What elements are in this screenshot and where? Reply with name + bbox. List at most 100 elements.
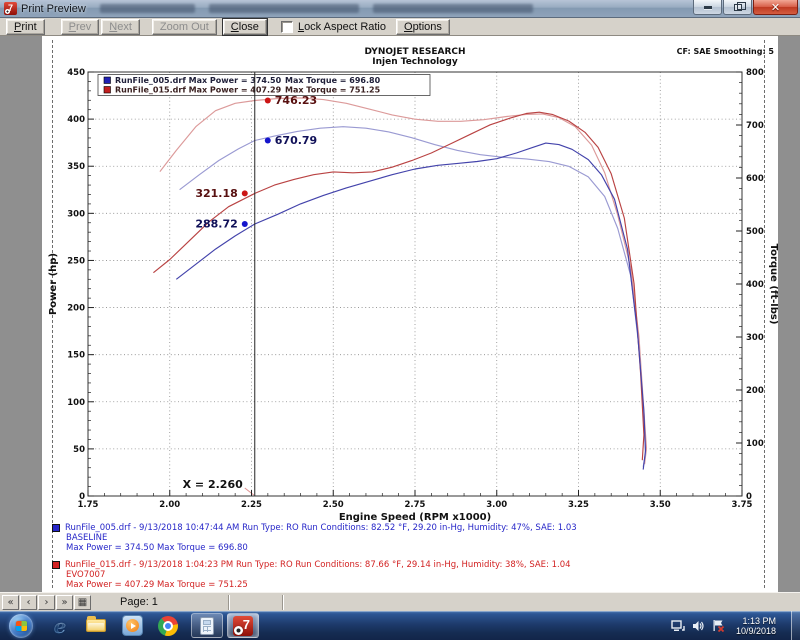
first-page-button[interactable]: « bbox=[2, 594, 19, 610]
svg-text:450: 450 bbox=[67, 68, 85, 78]
svg-text:50: 50 bbox=[73, 445, 85, 455]
next-button: Next bbox=[101, 18, 140, 35]
right-axis-title: Torque (ft-lbs) bbox=[768, 244, 778, 325]
lock-aspect-ratio-row: Lock Aspect Ratio bbox=[280, 20, 386, 33]
internet-explorer-icon: e bbox=[53, 613, 67, 638]
window-controls: ✕ bbox=[692, 0, 798, 15]
titlebar: 7 Print Preview ✕ bbox=[0, 0, 800, 18]
show-desktop-button[interactable] bbox=[791, 611, 800, 640]
svg-text:670.79: 670.79 bbox=[275, 134, 317, 147]
start-button[interactable] bbox=[9, 613, 33, 638]
svg-text:100: 100 bbox=[67, 398, 85, 408]
next-page-button[interactable]: › bbox=[38, 594, 55, 610]
taskbar-clock[interactable]: 1:13 PM 10/9/2018 bbox=[736, 616, 776, 636]
page-indicator: Page: 1 bbox=[120, 596, 158, 608]
taskbar-item-winpep[interactable]: 7 bbox=[227, 613, 259, 638]
statusbar-divider bbox=[227, 594, 230, 610]
close-icon: ✕ bbox=[770, 0, 781, 14]
svg-text:746.23: 746.23 bbox=[275, 94, 317, 107]
lock-aspect-ratio-checkbox[interactable] bbox=[280, 20, 293, 33]
svg-text:2.75: 2.75 bbox=[405, 500, 426, 510]
svg-text:100: 100 bbox=[746, 439, 764, 449]
taskbar-item-media-player[interactable] bbox=[119, 613, 145, 639]
minimize-icon bbox=[703, 5, 712, 9]
lock-aspect-ratio-label: Lock Aspect Ratio bbox=[297, 20, 386, 33]
calculator-icon bbox=[200, 616, 214, 635]
network-icon[interactable] bbox=[671, 619, 685, 632]
options-button[interactable]: Options bbox=[396, 18, 450, 35]
taskbar-item-explorer[interactable] bbox=[83, 613, 109, 639]
chart-legend bbox=[97, 74, 431, 96]
cursor-marker-torque-evo7007 bbox=[264, 97, 271, 104]
run-max-values: Max Power = 374.50 Max Torque = 696.80 bbox=[66, 543, 248, 553]
run-color-swatch bbox=[52, 561, 60, 569]
cursor-x-label: X = 2.260 bbox=[183, 478, 243, 491]
svg-text:1.75: 1.75 bbox=[78, 500, 99, 510]
svg-text:288.72: 288.72 bbox=[195, 217, 237, 230]
volume-icon[interactable] bbox=[692, 620, 705, 632]
x-axis-title: Engine Speed (RPM x1000) bbox=[339, 512, 491, 522]
clock-date: 10/9/2018 bbox=[735, 625, 776, 636]
run-name: EVO7007 bbox=[66, 570, 106, 580]
svg-text:Max Torque = 751.25: Max Torque = 751.25 bbox=[285, 86, 381, 95]
svg-text:3.75: 3.75 bbox=[732, 500, 753, 510]
minimize-button[interactable] bbox=[693, 0, 722, 15]
margin-guide-left bbox=[52, 40, 53, 588]
preview-area: DYNOJET RESEARCH Injen Technology CF: SAE … bbox=[0, 36, 800, 592]
taskbar: e 7 1:13 PM 10/9/2018 bbox=[0, 611, 800, 640]
print-page: DYNOJET RESEARCH Injen Technology CF: SAE … bbox=[42, 36, 778, 592]
chart-subtitle: Injen Technology bbox=[372, 57, 458, 67]
left-axis-title: Power (hp) bbox=[48, 253, 59, 315]
last-page-button[interactable]: » bbox=[56, 594, 73, 610]
chrome-icon bbox=[158, 615, 178, 636]
statusbar: « ‹ › » ▦ Page: 1 bbox=[0, 592, 800, 611]
taskbar-item-chrome[interactable] bbox=[155, 613, 181, 639]
svg-text:400: 400 bbox=[746, 280, 764, 290]
series-torque-evo7007 bbox=[159, 97, 648, 465]
app-icon: 7 bbox=[4, 2, 17, 15]
chart-title: DYNOJET RESEARCH bbox=[364, 47, 465, 57]
multi-page-view-button[interactable]: ▦ bbox=[74, 594, 91, 610]
cursor-marker-power-evo7007 bbox=[241, 190, 248, 197]
svg-text:250: 250 bbox=[67, 256, 85, 266]
print-preview-toolbar: Print Prev Next Zoom Out Close Lock Aspe… bbox=[0, 18, 800, 36]
series-torque-baseline bbox=[179, 126, 647, 467]
svg-text:200: 200 bbox=[746, 386, 764, 396]
prev-button: Prev bbox=[60, 18, 100, 35]
close-preview-button[interactable]: Close bbox=[222, 18, 267, 35]
close-window-button[interactable]: ✕ bbox=[753, 0, 798, 15]
run-max-values: Max Power = 407.29 Max Torque = 751.25 bbox=[66, 580, 248, 590]
cursor-marker-power-baseline bbox=[241, 220, 248, 227]
svg-text:3.50: 3.50 bbox=[650, 500, 671, 510]
redacted-text bbox=[208, 4, 359, 13]
run-entry-evo7007: RunFile_015.drf - 9/13/2018 1:04:23 PM R… bbox=[52, 560, 577, 590]
taskbar-item-internet-explorer[interactable]: e bbox=[47, 613, 73, 639]
clock-time: 1:13 PM bbox=[742, 615, 776, 626]
winpep-icon: 7 bbox=[233, 615, 253, 636]
previous-page-button[interactable]: ‹ bbox=[20, 594, 37, 610]
folder-icon bbox=[86, 616, 106, 632]
svg-text:300: 300 bbox=[67, 209, 85, 219]
svg-text:RunFile_015.drf Max Power = 40: RunFile_015.drf Max Power = 407.29 bbox=[115, 86, 282, 95]
svg-text:600: 600 bbox=[746, 174, 764, 184]
print-button[interactable]: Print bbox=[6, 18, 45, 35]
statusbar-divider bbox=[281, 594, 284, 610]
action-center-icon[interactable] bbox=[712, 619, 725, 632]
svg-text:800: 800 bbox=[746, 68, 764, 78]
taskbar-item-calculator[interactable] bbox=[191, 613, 223, 638]
media-player-icon bbox=[121, 615, 143, 636]
redacted-text bbox=[99, 4, 195, 13]
cursor-marker-torque-baseline bbox=[264, 137, 271, 144]
soccer-ball-icon bbox=[5, 9, 10, 14]
svg-text:2.50: 2.50 bbox=[323, 500, 344, 510]
run-color-swatch bbox=[52, 524, 60, 532]
svg-text:300: 300 bbox=[746, 333, 764, 343]
svg-text:350: 350 bbox=[67, 162, 85, 172]
series-power-evo7007 bbox=[153, 111, 645, 461]
svg-text:0: 0 bbox=[79, 492, 85, 502]
restore-button[interactable] bbox=[723, 0, 752, 15]
svg-text:200: 200 bbox=[67, 304, 85, 314]
run-name: BASELINE bbox=[66, 533, 108, 543]
margin-guide-right bbox=[764, 40, 765, 588]
